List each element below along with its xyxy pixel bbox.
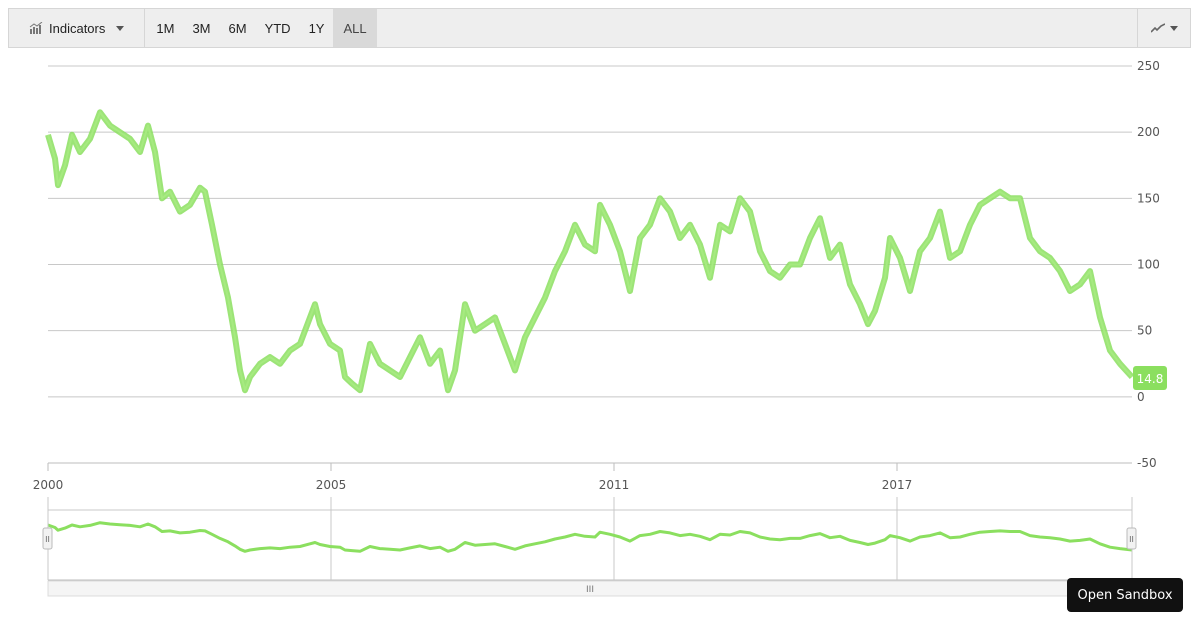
svg-text:250: 250 — [1137, 59, 1160, 73]
scrollbar-grip-icon: III — [586, 585, 594, 595]
svg-text:II: II — [1129, 535, 1134, 544]
range-1y-button[interactable]: 1Y — [308, 20, 325, 36]
range-6m-button[interactable]: 6M — [228, 20, 247, 36]
svg-text:100: 100 — [1137, 258, 1160, 272]
range-all-button[interactable]: ALL — [333, 9, 377, 47]
navigator[interactable]: III II II — [42, 497, 1137, 597]
navigator-left-handle[interactable] — [42, 527, 53, 550]
main-series — [45, 109, 1135, 394]
x-axis: 2000 2005 2011 2017 — [33, 462, 1132, 492]
svg-text:II: II — [45, 535, 50, 544]
last-value-label: 14.8 — [1133, 366, 1167, 390]
chart-toolbar: Indicators 1M 3M 6M YTD 1Y ALL — [8, 8, 1191, 48]
indicators-label: Indicators — [49, 20, 106, 36]
range-ytd-button[interactable]: YTD — [264, 20, 291, 36]
tooltip-label: Open Sandbox — [1077, 587, 1173, 603]
range-1m-button[interactable]: 1M — [156, 20, 175, 36]
open-sandbox-tooltip[interactable]: Open Sandbox — [1067, 578, 1183, 612]
svg-text:2011: 2011 — [599, 478, 630, 492]
grid-lines — [48, 65, 1132, 464]
chart-type-button[interactable] — [1137, 9, 1190, 47]
svg-text:150: 150 — [1137, 191, 1160, 205]
y-axis: 250 200 150 100 50 0 -50 — [1137, 59, 1160, 470]
svg-text:-50: -50 — [1137, 456, 1157, 470]
svg-text:2017: 2017 — [882, 478, 913, 492]
chevron-down-icon — [116, 25, 125, 31]
bar-chart-icon — [29, 22, 43, 34]
line-chart-icon — [1150, 23, 1165, 33]
range-3m-button[interactable]: 3M — [192, 20, 211, 36]
navigator-scrollbar[interactable] — [47, 580, 1133, 597]
navigator-right-handle[interactable] — [1126, 527, 1137, 550]
svg-text:200: 200 — [1137, 125, 1160, 139]
svg-text:50: 50 — [1137, 324, 1152, 338]
chevron-down-icon — [1169, 25, 1178, 31]
indicators-button[interactable]: Indicators — [9, 9, 146, 47]
range-selector: 1M 3M 6M YTD 1Y ALL — [145, 9, 377, 47]
svg-text:2005: 2005 — [316, 478, 347, 492]
svg-text:2000: 2000 — [33, 478, 64, 492]
svg-text:14.8: 14.8 — [1137, 372, 1164, 386]
svg-text:0: 0 — [1137, 390, 1145, 404]
